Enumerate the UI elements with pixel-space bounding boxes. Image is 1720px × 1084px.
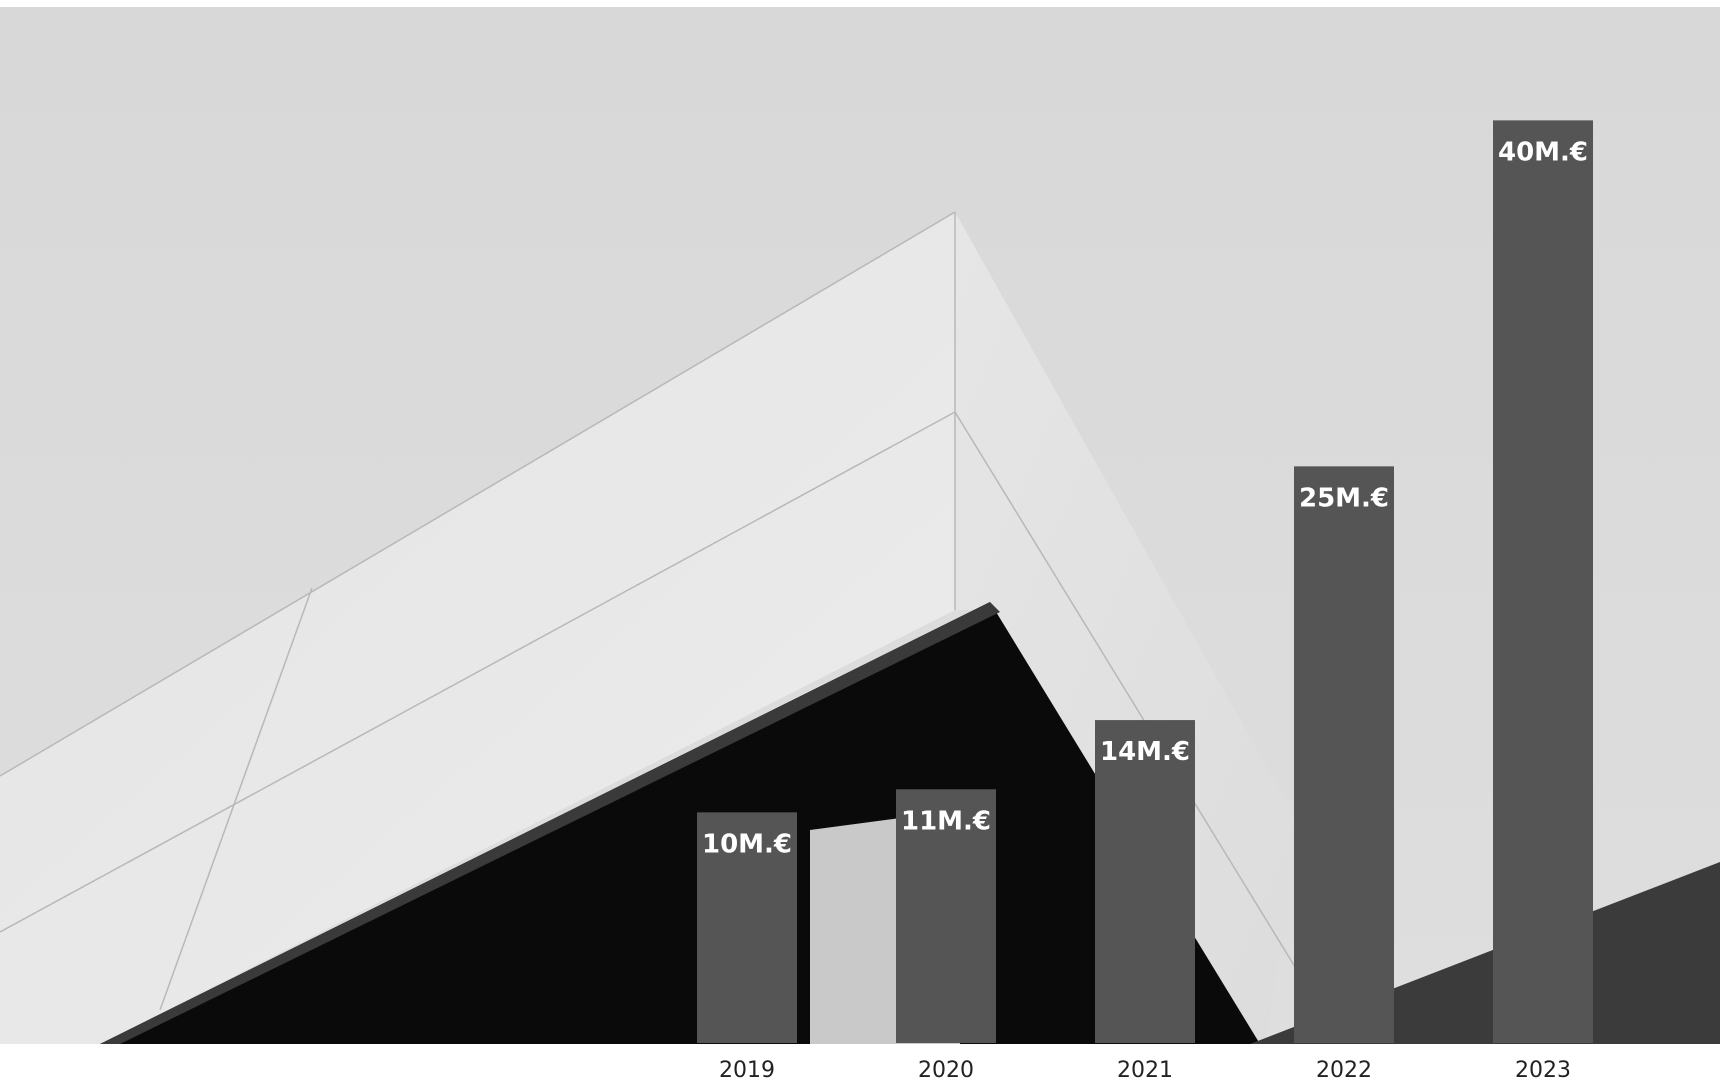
x-tick-label-2020: 2020 — [918, 1058, 974, 1083]
data-label-2020: 11M.€ — [901, 806, 991, 836]
facade-seams — [0, 211, 1301, 1011]
data-label-2021: 14M.€ — [1100, 737, 1190, 767]
bar-2023 — [1493, 120, 1593, 1043]
roof-lip — [100, 602, 1000, 1044]
top-band — [0, 0, 1720, 7]
bar-2019 — [697, 812, 797, 1043]
x-tick-label-2021: 2021 — [1117, 1058, 1173, 1083]
x-tick-labels-group: 2019 2020 2021 2022 2023 — [719, 1058, 1571, 1083]
data-label-2019: 10M.€ — [702, 829, 792, 859]
x-tick-label-2023: 2023 — [1515, 1058, 1571, 1083]
data-label-2023: 40M.€ — [1498, 137, 1588, 167]
bar-2020 — [896, 789, 996, 1043]
x-tick-label-2019: 2019 — [719, 1058, 775, 1083]
data-labels-group: 10M.€ 11M.€ 14M.€ 25M.€ 40M.€ — [702, 137, 1588, 859]
facade-left — [0, 212, 955, 1044]
facade-right — [955, 212, 1300, 1044]
x-tick-label-2022: 2022 — [1316, 1058, 1372, 1083]
data-label-2022: 25M.€ — [1299, 483, 1389, 513]
bar-2021 — [1095, 720, 1195, 1043]
bar-2022 — [1294, 466, 1394, 1043]
bottom-band — [0, 1044, 1720, 1084]
bars-group — [697, 120, 1593, 1043]
